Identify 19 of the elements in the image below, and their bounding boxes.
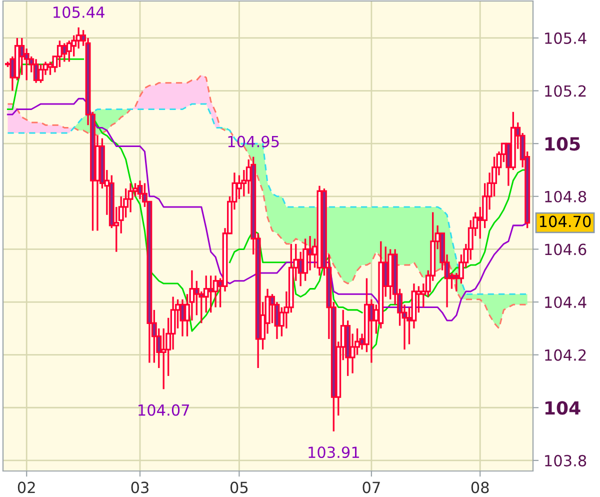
y-tick-label: 104.2 (545, 349, 586, 361)
x-tick-label: 03 (131, 482, 148, 494)
y-tick-label: 104.6 (545, 244, 586, 256)
x-tick-label: 08 (471, 482, 489, 494)
x-tick-label: 02 (18, 482, 35, 494)
y-tick-label: 105.2 (545, 85, 586, 97)
y-tick-label: 104.4 (545, 296, 586, 308)
y-tick-label: 105 (545, 137, 580, 151)
x-tick-label: 07 (362, 482, 380, 494)
y-tick-label: 103.8 (545, 454, 586, 466)
annotation: 105.44 (54, 6, 104, 18)
annotation: 103.91 (308, 446, 359, 458)
y-tick-label: 104 (545, 401, 580, 415)
y-tick-label: 104.8 (545, 190, 586, 202)
annotation: 104.07 (138, 404, 190, 416)
y-tick-label: 105.4 (545, 32, 586, 44)
text: 104.70 (540, 216, 591, 228)
annotation: 104.95 (228, 136, 279, 148)
x-tick-label: 05 (230, 482, 248, 494)
